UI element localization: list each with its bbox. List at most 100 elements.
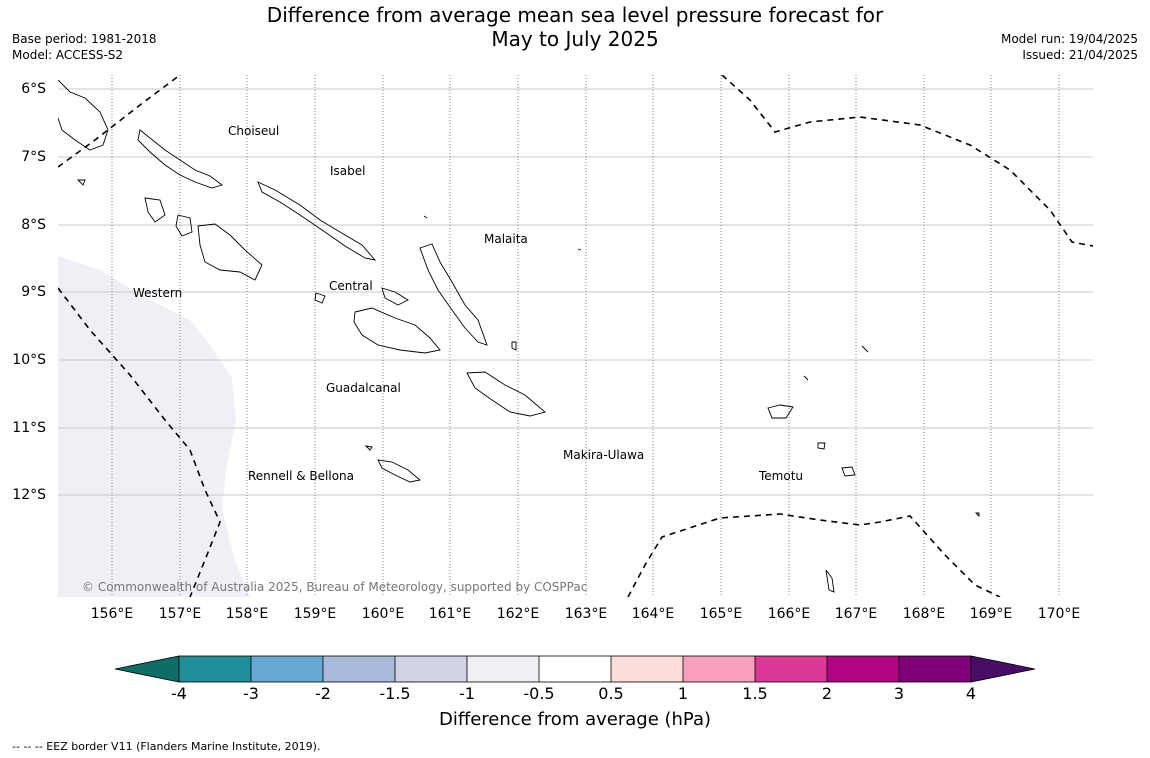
colorbar-segment [539, 656, 611, 682]
new-georgia-group [197, 223, 263, 281]
region-label-makira-ulawa: Makira-Ulawa [563, 448, 645, 462]
santa-cruz-island [767, 404, 794, 419]
lat-label: 9°S [21, 284, 46, 300]
region-label-rennell-bellona: Rennell & Bellona [248, 469, 355, 483]
title-line-2: May to July 2025 [491, 27, 659, 51]
guadalcanal-island [353, 307, 441, 354]
lon-label: 170°E [1037, 606, 1081, 622]
colorbar-tick: -4 [171, 684, 187, 703]
colorbar-tick: 2 [821, 684, 833, 703]
lon-label: 169°E [969, 606, 1013, 622]
lon-label: 164°E [631, 606, 675, 622]
colorbar-frame [178, 655, 972, 683]
colorbar-segment [323, 656, 395, 682]
region-label-choiseul: Choiseul [228, 124, 280, 138]
reef-islands [803, 375, 809, 381]
lon-label: 163°E [564, 606, 608, 622]
lon-label: 160°E [361, 606, 405, 622]
colorbar-extend-low [114, 655, 180, 683]
lon-label: 168°E [902, 606, 946, 622]
lat-label: 6°S [21, 81, 46, 97]
choiseul-island [137, 129, 223, 189]
malaita-island [419, 243, 488, 346]
colorbar-tick: -1.5 [379, 684, 411, 703]
meta-left: Base period: 1981-2018 Model: ACCESS-S2 [12, 31, 157, 63]
lat-label: 11°S [12, 420, 46, 436]
region-label-temotu: Temotu [759, 469, 804, 483]
colorbar-tick: -2 [315, 684, 331, 703]
tikopia-island [825, 569, 835, 593]
region-label-central: Central [329, 279, 373, 293]
model-run: Model run: 19/04/2025 [1000, 32, 1138, 46]
region-label-western: Western [133, 286, 183, 300]
small-islet [423, 215, 428, 219]
colorbar-segment [179, 656, 251, 682]
colorbar-tick: -1 [459, 684, 475, 703]
lat-label: 10°S [12, 352, 46, 368]
makira-island [466, 371, 546, 417]
colorbar-tick: -0.5 [523, 684, 555, 703]
colorbar-segment [395, 656, 467, 682]
colorbar-segment [899, 656, 971, 682]
ulawa-island [511, 341, 517, 351]
duff-islands [861, 345, 869, 353]
title-line-1: Difference from average mean sea level p… [266, 3, 884, 27]
russell-islands [381, 287, 409, 306]
issued-date: Issued: 21/04/2025 [1022, 48, 1138, 62]
lon-label: 157°E [158, 606, 202, 622]
colorbar-segment [611, 656, 683, 682]
model-name: Model: ACCESS-S2 [12, 48, 124, 62]
vanikoro-island [841, 466, 856, 477]
lon-label: 156°E [90, 606, 134, 622]
copyright-notice: © Commonwealth of Australia 2025, Bureau… [82, 580, 588, 594]
lon-label: 165°E [699, 606, 743, 622]
rennell-island [377, 459, 422, 483]
colorbar-segment [467, 656, 539, 682]
lon-label: 166°E [767, 606, 811, 622]
bougainville-island [58, 79, 109, 151]
base-period: Base period: 1981-2018 [12, 32, 157, 46]
anuta-island [974, 512, 980, 518]
colorbar-tick: 1.5 [742, 684, 768, 703]
santa-isabel-island [257, 181, 377, 261]
lat-label: 8°S [21, 217, 46, 233]
new-georgia-island [175, 214, 193, 237]
utupua-island [817, 442, 826, 450]
lon-label: 159°E [293, 606, 337, 622]
central-islands [314, 292, 326, 304]
map-title: Difference from average mean sea level p… [0, 3, 1150, 51]
colorbar-segment [251, 656, 323, 682]
lat-label: 12°S [12, 487, 46, 503]
latitude-gridlines [58, 88, 1093, 496]
region-label-guadalcanal: Guadalcanal [326, 381, 401, 395]
lat-label: 7°S [21, 149, 46, 165]
colorbar-tick: 4 [965, 684, 977, 703]
region-label-malaita: Malaita [484, 232, 528, 246]
region-label-isabel: Isabel [330, 164, 366, 178]
sikaiana-island [577, 248, 582, 251]
colorbar-segment [755, 656, 827, 682]
lon-label: 161°E [428, 606, 472, 622]
longitude-gridlines [111, 75, 1060, 597]
colorbar-tick: -3 [243, 684, 259, 703]
colorbar-tick: 0.5 [598, 684, 624, 703]
anomaly-shading [58, 256, 250, 597]
eez-footnote: -- -- -- EEZ border V11 (Flanders Marine… [12, 740, 321, 753]
lon-label: 158°E [225, 606, 269, 622]
colorbar-segment [827, 656, 899, 682]
colorbar [114, 655, 1036, 683]
vella-lavella-island [144, 197, 166, 223]
colorbar-extend-high [970, 655, 1036, 683]
island-outlines [58, 79, 980, 593]
colorbar-segment [683, 656, 755, 682]
colorbar-label: Difference from average (hPa) [438, 709, 712, 730]
treasury-islet [76, 179, 86, 186]
lon-label: 167°E [834, 606, 878, 622]
lon-label: 162°E [496, 606, 540, 622]
eez-borders [58, 75, 1093, 597]
meta-right: Model run: 19/04/2025 Issued: 21/04/2025 [1001, 31, 1138, 63]
colorbar-tick: 3 [893, 684, 905, 703]
bellona-island [364, 445, 373, 451]
colorbar-tick: 1 [677, 684, 689, 703]
